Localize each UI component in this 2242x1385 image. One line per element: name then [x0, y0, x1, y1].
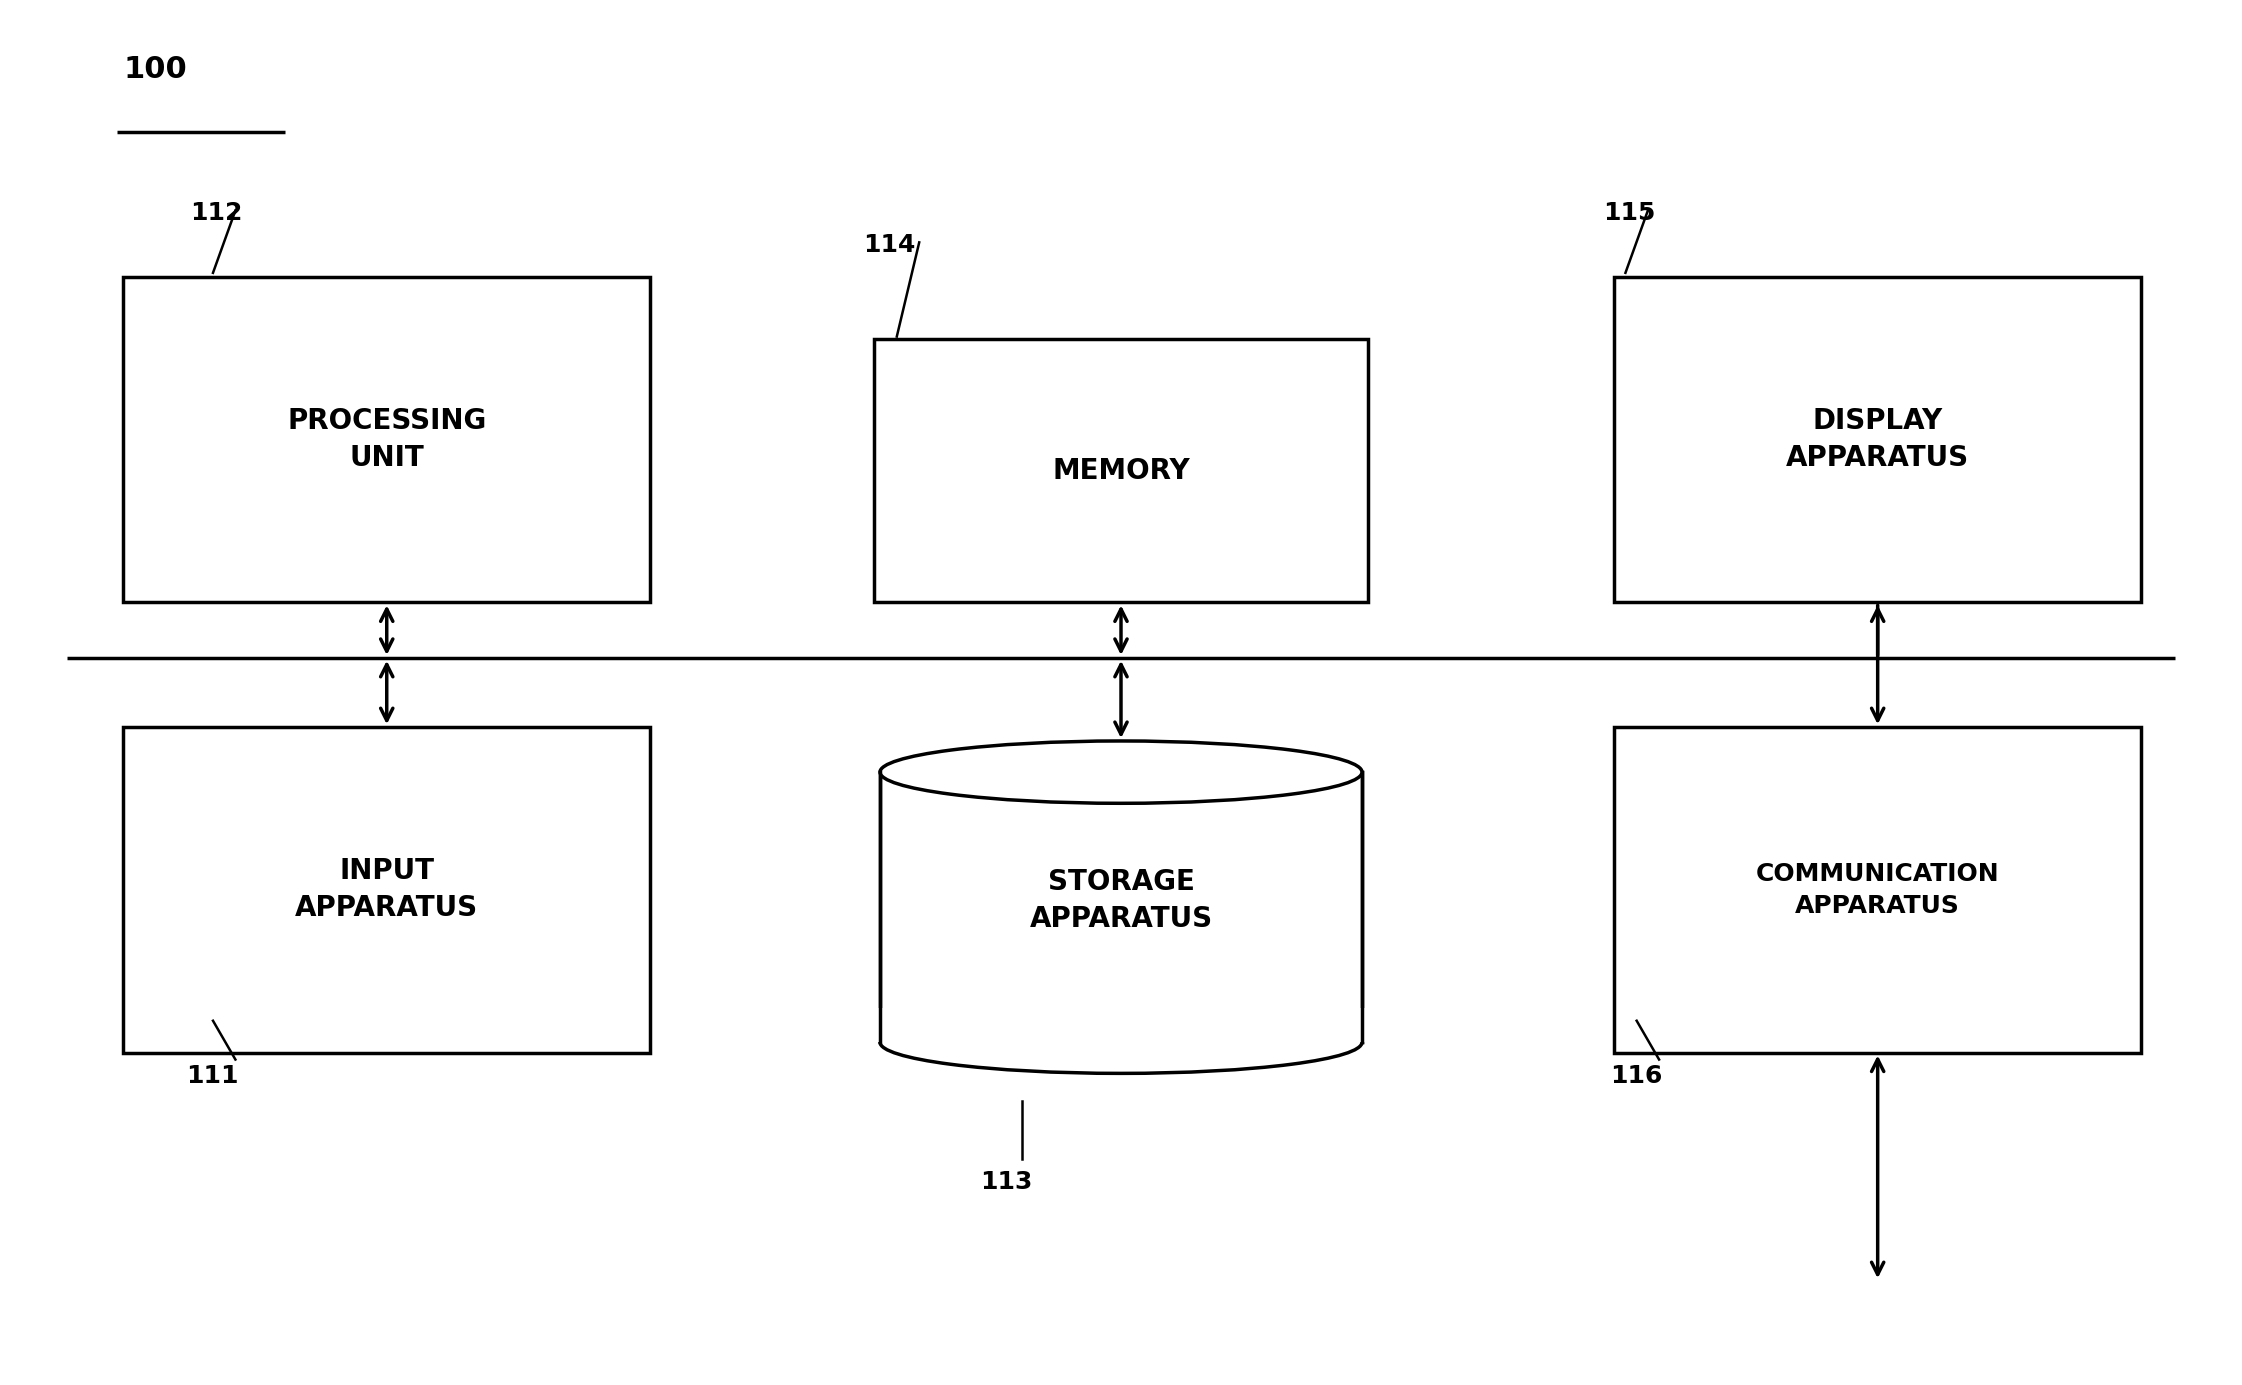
Text: STORAGE
APPARATUS: STORAGE APPARATUS: [1029, 868, 1213, 932]
Text: 116: 116: [1610, 1064, 1661, 1087]
Bar: [874, 1008, 1368, 1043]
Text: MEMORY: MEMORY: [1051, 457, 1191, 485]
Bar: [879, 773, 1363, 1043]
Ellipse shape: [879, 741, 1361, 803]
Text: 111: 111: [186, 1064, 238, 1087]
Text: 100: 100: [123, 55, 186, 84]
Text: DISPLAY
APPARATUS: DISPLAY APPARATUS: [1787, 407, 1968, 472]
Text: 113: 113: [980, 1170, 1031, 1194]
Text: PROCESSING
UNIT: PROCESSING UNIT: [287, 407, 487, 472]
Bar: [874, 339, 1368, 602]
Bar: [123, 727, 650, 1053]
Text: COMMUNICATION
APPARATUS: COMMUNICATION APPARATUS: [1755, 861, 2000, 918]
Ellipse shape: [879, 1011, 1361, 1073]
Text: 115: 115: [1603, 201, 1655, 224]
Text: 112: 112: [191, 201, 242, 224]
Text: INPUT
APPARATUS: INPUT APPARATUS: [296, 857, 478, 922]
Bar: [123, 277, 650, 602]
Bar: [1614, 727, 2141, 1053]
Bar: [1614, 277, 2141, 602]
Text: 114: 114: [863, 233, 915, 256]
